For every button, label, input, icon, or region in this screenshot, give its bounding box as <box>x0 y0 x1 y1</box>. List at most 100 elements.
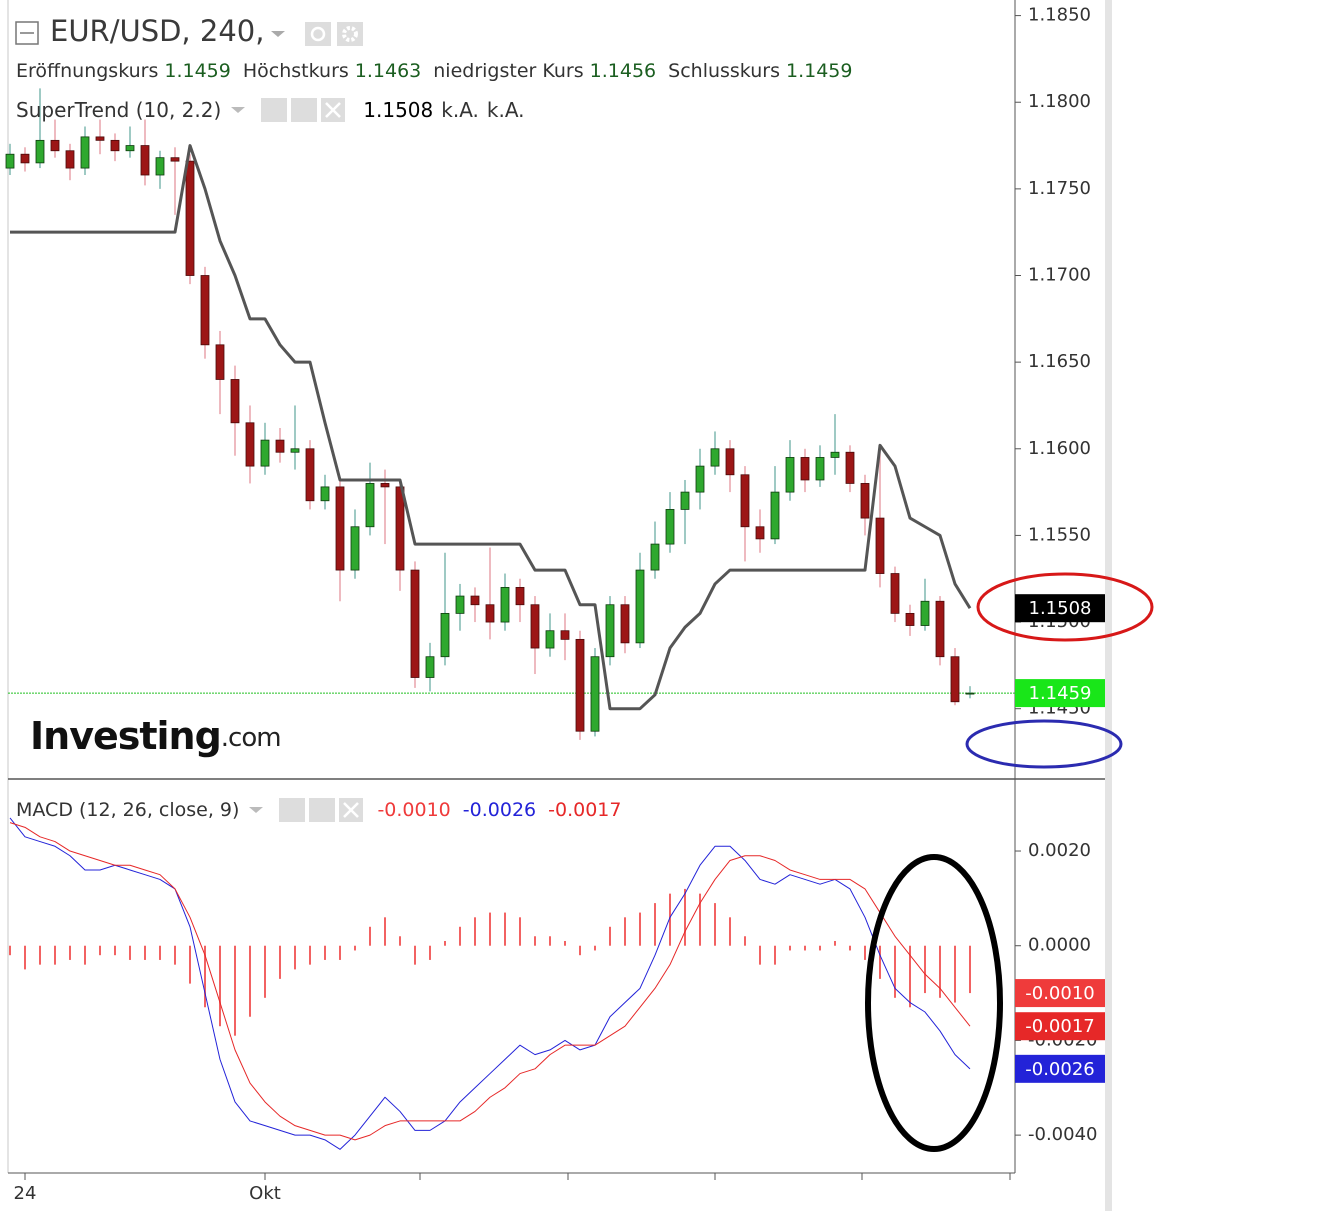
y-tick-label: 1.1850 <box>1028 5 1091 26</box>
eye-icon[interactable] <box>261 98 288 122</box>
candle-body <box>530 604 540 649</box>
candle-body <box>590 656 600 732</box>
gear-icon[interactable] <box>309 798 336 822</box>
candle-body <box>470 595 480 606</box>
candle-body <box>665 509 675 545</box>
candle-body <box>650 543 660 571</box>
red-annotation-ellipse <box>976 572 1154 642</box>
candle-body <box>215 344 225 380</box>
plot: 1.1850 1.1800 1.1750 1.1700 1.1650 1.1600 1.15… <box>5 5 1105 1204</box>
candle-body <box>185 160 195 276</box>
histogram-bar <box>159 945 161 960</box>
histogram-bar <box>699 893 701 946</box>
collapse-icon[interactable] <box>15 21 39 45</box>
supertrend-line <box>10 144 972 711</box>
histogram-bar <box>24 945 26 970</box>
histogram-bar <box>924 945 926 994</box>
candle-body <box>410 569 420 678</box>
blue-annotation-ellipse <box>965 719 1123 769</box>
candle-body <box>20 153 30 164</box>
histogram-bar <box>534 936 536 946</box>
histogram-bar <box>804 945 806 951</box>
candle-body <box>95 136 105 141</box>
candle-body <box>155 157 165 176</box>
y-tick-label: 1.1800 <box>1028 91 1091 112</box>
symbol-title-text: EUR/USD, 240, <box>50 14 265 48</box>
dropdown[interactable] <box>231 107 246 113</box>
candle-body <box>740 474 750 528</box>
x-tick-label: Okt <box>249 1183 281 1204</box>
price-tag <box>1015 679 1105 708</box>
candle-body <box>950 656 960 703</box>
histogram-bar <box>519 917 521 946</box>
eye-icon-shape <box>310 26 326 42</box>
candle-body <box>800 457 810 481</box>
histogram-bar <box>384 917 386 946</box>
remove-icon-shape <box>325 102 342 118</box>
candle-body <box>965 692 975 695</box>
eye-icon[interactable] <box>279 798 306 822</box>
candle-body <box>500 586 510 623</box>
histogram-bar <box>129 945 131 960</box>
gear-icon[interactable] <box>337 22 363 46</box>
macd-line <box>9 822 971 1141</box>
candle-body <box>200 275 210 346</box>
indicator-note: k.A. <box>441 98 479 122</box>
candle-body <box>875 517 885 574</box>
candle-body <box>140 145 150 176</box>
candle-body <box>275 439 285 453</box>
ohlc-label: Höchstkurs <box>242 60 349 82</box>
y-tick-label: 1.1600 <box>1028 438 1091 459</box>
time-ticks <box>419 1173 1011 1180</box>
macd-line <box>9 817 971 1150</box>
histogram-bar <box>189 945 191 984</box>
histogram-bar <box>759 945 761 965</box>
histogram-bar <box>339 945 341 960</box>
macd-icons <box>249 798 364 822</box>
histogram-bar <box>204 945 206 1008</box>
candle-body <box>515 586 525 606</box>
histogram-bar <box>639 912 641 946</box>
histogram-bar <box>54 945 56 965</box>
candle-body <box>350 526 360 571</box>
gear-icon[interactable] <box>291 98 318 122</box>
eye-icon[interactable] <box>305 22 331 46</box>
candle-body <box>920 600 930 626</box>
symbol-dropdown[interactable] <box>271 31 285 37</box>
ohlc-value: 1.1463 <box>354 60 422 82</box>
candle-body <box>230 379 240 424</box>
candle-body <box>35 139 45 164</box>
indicator-value: 1.1508 <box>363 98 434 122</box>
candle-body <box>635 569 645 644</box>
histogram-bar <box>609 926 611 946</box>
macd-legend-value: -0.0010 <box>377 799 451 821</box>
y-tick-label: 0.0020 <box>1028 840 1091 861</box>
histogram-bar <box>264 945 266 998</box>
histogram-bar <box>84 945 86 965</box>
histogram-bar <box>279 945 281 979</box>
histogram-bar <box>939 945 941 998</box>
ohlc-value: 1.1459 <box>785 60 853 82</box>
histogram-bar <box>954 945 956 1003</box>
gear-icon-shape <box>342 26 358 42</box>
price-tag-label: -0.0026 <box>1025 1059 1094 1080</box>
histogram-bar <box>9 945 11 956</box>
indicator-title: SuperTrend (10, 2.2) <box>16 98 222 122</box>
histogram-bar <box>774 945 776 965</box>
indicator-legend: SuperTrend (10, 2.2) 1.1508 k.A. k.A. <box>16 97 525 123</box>
ohlc-label: Eröffnungskurs <box>16 60 159 82</box>
candle-body <box>695 465 705 493</box>
histogram-bar <box>144 945 146 960</box>
candle-body <box>725 448 735 476</box>
histogram-bar <box>684 888 686 946</box>
candle-body <box>80 136 90 169</box>
dropdown[interactable] <box>249 807 264 813</box>
macd-title: MACD (12, 26, close, 9) <box>16 799 240 821</box>
indicator-icons <box>231 98 346 122</box>
histogram-bar <box>654 903 656 946</box>
candle-body <box>290 448 300 453</box>
histogram-bar <box>249 945 251 1017</box>
ohlc-value: 1.1456 <box>589 60 657 82</box>
histogram-bar <box>474 917 476 946</box>
